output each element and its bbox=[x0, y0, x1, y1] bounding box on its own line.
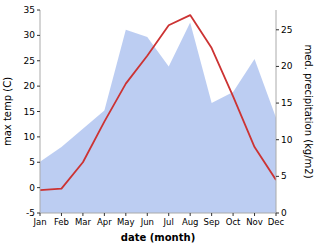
y2-tick bbox=[276, 176, 279, 177]
y2-axis-label: med. precipitation (kg/m2) bbox=[303, 44, 314, 178]
x-axis-label: date (month) bbox=[121, 232, 195, 243]
y-tick bbox=[37, 136, 40, 137]
plot-area bbox=[40, 15, 276, 213]
y-tick-label: 30 bbox=[24, 30, 36, 40]
precipitation-area bbox=[40, 22, 276, 213]
y2-tick-label: 20 bbox=[281, 61, 293, 71]
x-tick-label: Jul bbox=[163, 217, 174, 227]
y-tick-label: 5 bbox=[29, 157, 35, 167]
x-tick-label: Nov bbox=[246, 217, 263, 227]
x-tick-label: Jun bbox=[140, 217, 154, 227]
x-tick bbox=[168, 213, 169, 216]
x-tick bbox=[40, 213, 41, 216]
x-tick bbox=[254, 213, 255, 216]
bottom-axis-line bbox=[40, 213, 276, 214]
x-tick bbox=[211, 213, 212, 216]
x-tick bbox=[190, 213, 191, 216]
x-tick bbox=[125, 213, 126, 216]
y2-tick-label: 15 bbox=[281, 98, 292, 108]
y2-tick-label: 10 bbox=[281, 135, 293, 145]
y2-tick bbox=[276, 139, 279, 140]
x-tick-label: May bbox=[117, 217, 135, 227]
x-tick-label: Jan bbox=[32, 217, 46, 227]
chart: -5051015202530350510152025JanFebMarAprMa… bbox=[0, 0, 318, 247]
temperature-line bbox=[40, 15, 276, 190]
y-tick bbox=[37, 10, 40, 11]
y-tick-label: 20 bbox=[24, 81, 36, 91]
x-tick bbox=[104, 213, 105, 216]
y2-tick bbox=[276, 103, 279, 104]
x-tick bbox=[276, 213, 277, 216]
x-tick-label: Aug bbox=[182, 217, 199, 227]
y-tick bbox=[37, 162, 40, 163]
x-tick bbox=[147, 213, 148, 216]
x-tick-label: Sep bbox=[204, 217, 220, 227]
y2-tick bbox=[276, 66, 279, 67]
y-tick-label: 15 bbox=[24, 107, 35, 117]
x-tick-label: Dec bbox=[268, 217, 285, 227]
y2-tick-label: 25 bbox=[281, 25, 292, 35]
y-tick bbox=[37, 35, 40, 36]
y-tick bbox=[37, 111, 40, 112]
right-axis-line bbox=[276, 10, 277, 213]
y-axis-label: max temp (C) bbox=[2, 77, 13, 146]
x-tick-label: Apr bbox=[97, 217, 112, 227]
y-tick bbox=[37, 86, 40, 87]
x-tick-label: Feb bbox=[54, 217, 69, 227]
y2-tick-label: 5 bbox=[281, 171, 287, 181]
x-tick bbox=[61, 213, 62, 216]
x-tick-label: Oct bbox=[226, 217, 241, 227]
x-tick-label: Mar bbox=[75, 217, 92, 227]
x-tick bbox=[233, 213, 234, 216]
y-tick-label: 0 bbox=[29, 183, 35, 193]
y-tick-label: 25 bbox=[24, 56, 35, 66]
y-tick-label: 10 bbox=[24, 132, 36, 142]
y2-tick bbox=[276, 29, 279, 30]
x-tick bbox=[82, 213, 83, 216]
y-tick bbox=[37, 60, 40, 61]
y-tick bbox=[37, 187, 40, 188]
y-tick-label: 35 bbox=[24, 5, 35, 15]
